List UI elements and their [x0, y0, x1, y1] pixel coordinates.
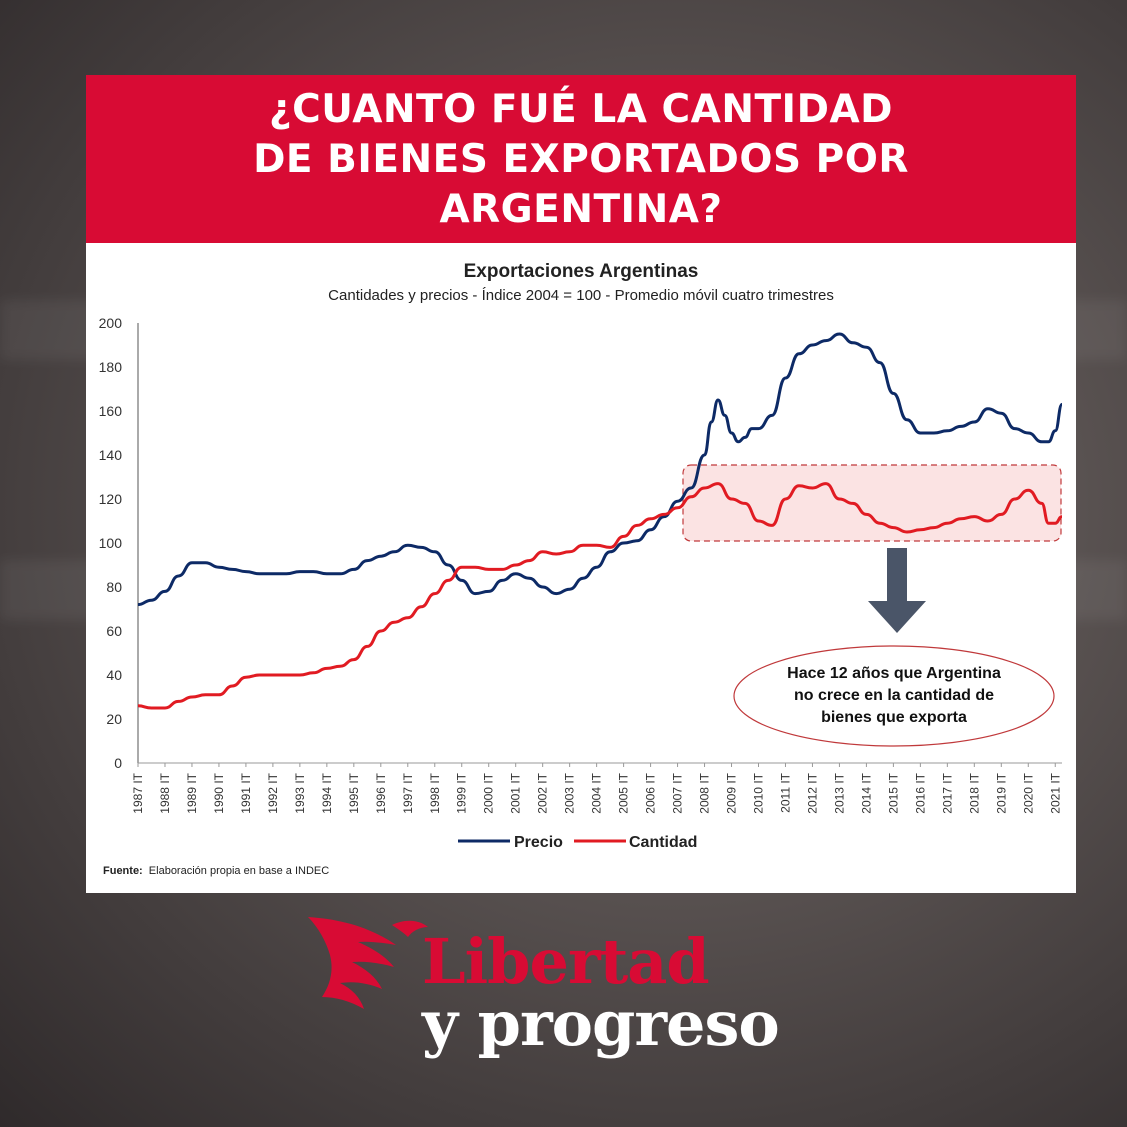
- x-tick-label: 2015 IT: [886, 772, 900, 813]
- x-tick-label: 1996 IT: [374, 772, 388, 813]
- x-tick-label: 2020 IT: [1021, 772, 1035, 813]
- x-tick-label: 1993 IT: [293, 772, 307, 813]
- annotation-line-1: Hace 12 años que Argentina: [787, 665, 1001, 682]
- x-tick-label: 1992 IT: [266, 772, 280, 813]
- chart-panel: Exportaciones Argentinas Cantidades y pr…: [86, 243, 1076, 893]
- x-tick-label: 2001 IT: [509, 772, 523, 813]
- logo-word-y-progreso: y progreso: [422, 987, 780, 1060]
- source-text: Elaboración propia en base a INDEC: [149, 865, 329, 877]
- source-note: Fuente: Elaboración propia en base a IND…: [103, 865, 329, 877]
- x-tick-label: 1988 IT: [158, 772, 172, 813]
- x-tick-label: 1987 IT: [131, 772, 145, 813]
- y-tick-label: 200: [99, 315, 123, 331]
- legend: Precio Cantidad: [458, 834, 697, 851]
- y-tick-label: 80: [106, 579, 122, 595]
- annotation-line-2: no crece en la cantidad de: [794, 687, 994, 704]
- x-tick-label: 1995 IT: [347, 772, 361, 813]
- x-tick-label: 2006 IT: [644, 772, 658, 813]
- x-tick-label: 2017 IT: [940, 772, 954, 813]
- down-arrow-icon: [868, 548, 926, 633]
- chart-subtitle: Cantidades y precios - Índice 2004 = 100…: [328, 287, 834, 304]
- y-tick-label: 40: [106, 667, 122, 683]
- x-tick-label: 2007 IT: [671, 772, 685, 813]
- source-label: Fuente:: [103, 865, 143, 877]
- series-line-cantidad: [137, 482, 1063, 710]
- y-tick-label: 100: [99, 535, 123, 551]
- export-chart: Exportaciones Argentinas Cantidades y pr…: [99, 261, 1064, 877]
- legend-cantidad-label: Cantidad: [629, 834, 697, 851]
- chart-title: Exportaciones Argentinas: [464, 261, 699, 282]
- headline-line-1: ¿CUANTO FUÉ LA CANTIDAD: [269, 87, 893, 132]
- x-tick-label: 2013 IT: [832, 772, 846, 813]
- x-tick-label: 2003 IT: [563, 772, 577, 813]
- x-tick-label: 2008 IT: [698, 772, 712, 813]
- headline-banner: ¿CUANTO FUÉ LA CANTIDAD DE BIENES EXPORT…: [86, 75, 1076, 243]
- bird-logo-icon: [308, 917, 428, 1009]
- x-tick-label: 2009 IT: [725, 772, 739, 813]
- legend-precio-label: Precio: [514, 834, 563, 851]
- y-tick-label: 120: [99, 491, 123, 507]
- y-tick-label: 0: [114, 755, 122, 771]
- x-tick-label: 1997 IT: [401, 772, 415, 813]
- x-tick-label: 2016 IT: [913, 772, 927, 813]
- x-tick-label: 1989 IT: [185, 772, 199, 813]
- x-tick-label: 2000 IT: [482, 772, 496, 813]
- x-tick-label: 2018 IT: [967, 772, 981, 813]
- x-tick-label: 2010 IT: [751, 772, 765, 813]
- x-tick-label: 1991 IT: [239, 772, 253, 813]
- y-tick-label: 20: [106, 711, 122, 727]
- series-lines: [137, 332, 1064, 710]
- series-line-precio: [137, 332, 1064, 607]
- axes: 0 20 40 60 80 100 120 140 160 180 200 1987 IT 1988 I…: [99, 315, 1063, 814]
- y-tick-label: 160: [99, 403, 123, 419]
- x-tick-label: 2004 IT: [590, 772, 604, 813]
- x-tick-label: 2014 IT: [859, 772, 873, 813]
- brand-logo: Libertad y progreso: [300, 905, 820, 1075]
- x-tick-label: 1990 IT: [212, 772, 226, 813]
- annotation-ellipse: [733, 645, 1055, 747]
- annotation-line-3: bienes que exporta: [821, 709, 967, 726]
- x-tick-label: 1999 IT: [455, 772, 469, 813]
- x-tick-label: 1994 IT: [320, 772, 334, 813]
- x-tick-label: 2019 IT: [994, 772, 1008, 813]
- x-tick-label: 2002 IT: [536, 772, 550, 813]
- y-tick-label: 140: [99, 447, 123, 463]
- headline-line-3: ARGENTINA?: [439, 187, 723, 232]
- x-tick-label: 1998 IT: [428, 772, 442, 813]
- x-tick-label: 2021 IT: [1048, 772, 1062, 813]
- y-tick-label: 60: [106, 623, 122, 639]
- x-tick-label: 2012 IT: [805, 772, 819, 813]
- y-tick-label: 180: [99, 359, 123, 375]
- x-tick-label: 2011 IT: [778, 772, 792, 812]
- x-tick-label: 2005 IT: [617, 772, 631, 813]
- headline-line-2: DE BIENES EXPORTADOS POR: [253, 137, 909, 182]
- logo-word-libertad: Libertad: [422, 925, 710, 998]
